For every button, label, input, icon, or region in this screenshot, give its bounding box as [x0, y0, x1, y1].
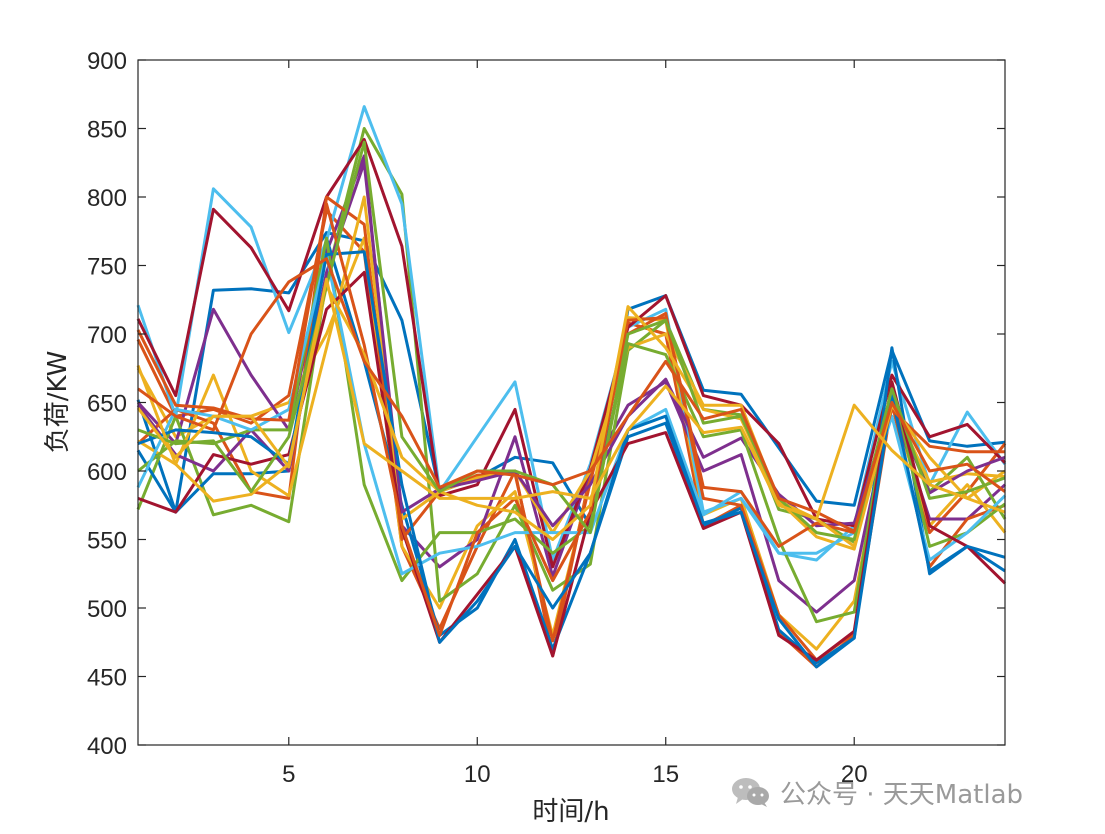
y-axis-label: 负荷/KW — [43, 351, 73, 454]
x-tick-label: 20 — [841, 761, 868, 788]
series-line-17 — [136, 284, 1006, 548]
axes-box — [137, 59, 1006, 746]
y-tick-label: 800 — [87, 185, 127, 212]
x-axis: 5 10 15 20 — [282, 60, 868, 788]
series-line-11 — [136, 161, 1006, 528]
y-tick-label: 550 — [87, 528, 127, 555]
series-line-19 — [137, 257, 1006, 533]
y-tick-label: 850 — [87, 117, 127, 144]
x-tick-label: 15 — [652, 761, 679, 788]
y-tick-label: 450 — [87, 665, 127, 692]
watermark-text: 公众号 · 天天Matlab — [780, 779, 1024, 810]
wechat-icon — [732, 778, 769, 807]
series-line-5 — [136, 127, 1007, 603]
series-line-20 — [136, 277, 1006, 521]
watermark: 公众号 · 天天Matlab — [730, 772, 1023, 812]
y-tick-label: 400 — [87, 733, 127, 760]
y-axis: 400 450 500 550 600 650 700 750 800 850 900 — [87, 48, 1005, 760]
y-tick-label: 650 — [87, 391, 127, 418]
y-tick-label: 600 — [87, 459, 127, 486]
x-tick-label: 5 — [282, 761, 295, 788]
y-tick-label: 500 — [87, 596, 127, 623]
series-layer — [136, 105, 1007, 669]
y-tick-label: 900 — [87, 48, 127, 75]
series-line-12 — [137, 236, 1006, 624]
y-tick-label: 700 — [87, 322, 127, 349]
y-tick-label: 750 — [87, 254, 127, 281]
x-axis-label: 时间/h — [532, 797, 609, 827]
x-tick-label: 10 — [464, 761, 491, 788]
